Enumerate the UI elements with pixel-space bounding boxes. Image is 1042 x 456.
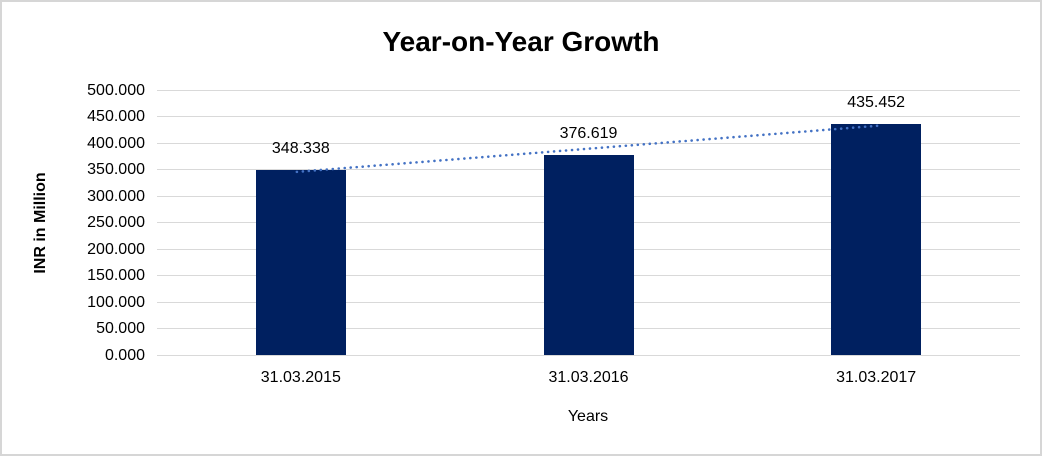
data-label: 376.619 (559, 125, 618, 143)
y-tick-label: 50.000 (96, 320, 145, 337)
y-tick-label: 200.000 (87, 240, 145, 258)
plot-area: 348.338 376.619 435.452 (157, 89, 1020, 356)
bar (831, 124, 922, 355)
chart-title: Year-on-Year Growth (382, 26, 660, 57)
data-label: 435.452 (847, 94, 906, 112)
y-tick-label: 250.000 (87, 214, 145, 231)
x-axis-title: Years (567, 408, 609, 425)
y-tick-label: 400.000 (87, 134, 145, 152)
y-tick-label: 150.000 (87, 267, 145, 284)
y-tick-label: 500.000 (87, 81, 145, 99)
data-label: 348.338 (271, 140, 330, 158)
x-tick-label: 31.03.2016 (548, 369, 629, 386)
gridline (157, 354, 1020, 356)
y-tick-label: 450.000 (87, 108, 145, 125)
x-tick-label: 31.03.2015 (260, 369, 341, 386)
bar (255, 170, 346, 355)
y-tick-label: 0.000 (104, 346, 145, 364)
gridline (157, 89, 1020, 91)
y-tick-label: 350.000 (87, 161, 145, 178)
x-tick-label: 31.03.2017 (836, 369, 917, 386)
y-tick-label: 100.000 (87, 293, 145, 311)
bar (543, 155, 634, 355)
y-tick-label: 300.000 (87, 187, 145, 205)
gridline (157, 116, 1020, 117)
